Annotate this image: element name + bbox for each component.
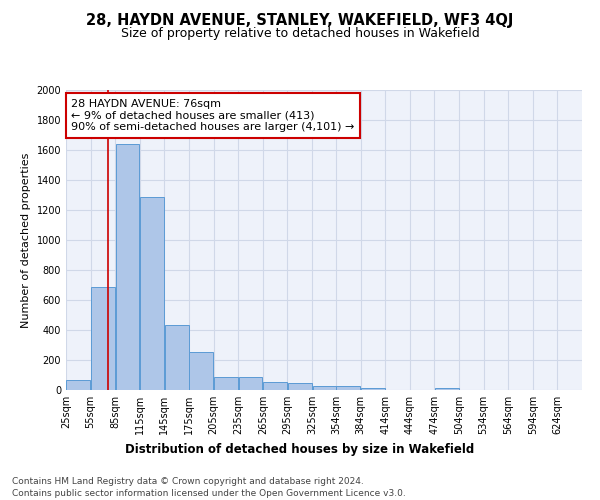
Bar xyxy=(263,382,287,390)
Bar xyxy=(140,197,164,390)
Bar xyxy=(91,286,115,390)
Bar xyxy=(361,388,385,390)
Bar xyxy=(165,325,188,390)
Text: Distribution of detached houses by size in Wakefield: Distribution of detached houses by size … xyxy=(125,442,475,456)
Bar xyxy=(214,376,238,390)
Text: Contains HM Land Registry data © Crown copyright and database right 2024.: Contains HM Land Registry data © Crown c… xyxy=(12,478,364,486)
Text: 28, HAYDN AVENUE, STANLEY, WAKEFIELD, WF3 4QJ: 28, HAYDN AVENUE, STANLEY, WAKEFIELD, WF… xyxy=(86,12,514,28)
Bar xyxy=(67,380,90,390)
Bar xyxy=(116,144,139,390)
Bar xyxy=(313,386,337,390)
Bar xyxy=(288,383,311,390)
Text: Contains public sector information licensed under the Open Government Licence v3: Contains public sector information licen… xyxy=(12,489,406,498)
Bar xyxy=(190,352,213,390)
Bar xyxy=(337,386,360,390)
Y-axis label: Number of detached properties: Number of detached properties xyxy=(21,152,31,328)
Text: 28 HAYDN AVENUE: 76sqm
← 9% of detached houses are smaller (413)
90% of semi-det: 28 HAYDN AVENUE: 76sqm ← 9% of detached … xyxy=(71,99,355,132)
Text: Size of property relative to detached houses in Wakefield: Size of property relative to detached ho… xyxy=(121,28,479,40)
Bar xyxy=(239,376,262,390)
Bar xyxy=(435,388,458,390)
